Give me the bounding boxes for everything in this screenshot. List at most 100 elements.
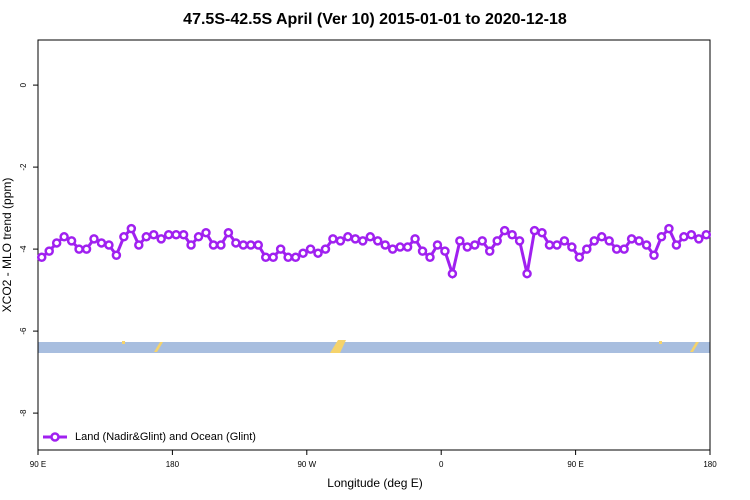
point	[51, 238, 62, 248]
point	[283, 252, 293, 263]
point	[186, 240, 196, 250]
point	[260, 252, 271, 263]
point	[529, 225, 540, 236]
y-tick-label: -4	[19, 245, 28, 253]
point	[148, 230, 159, 240]
point	[395, 242, 405, 252]
point	[111, 250, 122, 260]
point	[686, 230, 697, 240]
point	[694, 234, 704, 244]
x-tick-label: 180	[166, 460, 180, 469]
point	[589, 236, 600, 246]
point	[36, 252, 47, 263]
legend-label: Land (Nadir&Glint) and Ocean (Glint)	[75, 431, 256, 443]
point	[537, 227, 547, 238]
y-tick-label: -2	[19, 163, 28, 171]
point	[201, 227, 211, 238]
point	[611, 244, 622, 254]
point	[596, 232, 607, 242]
point	[656, 232, 667, 242]
x-tick-label: 90 E	[30, 460, 46, 469]
point	[462, 242, 473, 252]
point	[499, 225, 510, 236]
point	[372, 236, 383, 246]
point	[298, 248, 308, 258]
point	[253, 240, 264, 250]
y-tick-label: -6	[19, 327, 28, 335]
point	[223, 227, 234, 238]
x-axis-label: Longitude (deg E)	[327, 476, 422, 490]
y-axis-label: XCO2 - MLO trend (ppm)	[0, 178, 14, 313]
point	[432, 240, 443, 250]
point	[514, 236, 525, 246]
point	[582, 244, 592, 254]
point	[365, 232, 376, 242]
point	[417, 246, 428, 256]
point	[208, 240, 219, 250]
legend-point	[50, 432, 60, 442]
point	[156, 234, 166, 244]
point	[119, 232, 129, 242]
point	[126, 223, 137, 234]
point	[634, 236, 644, 246]
point	[275, 244, 286, 254]
point	[216, 240, 226, 250]
point	[664, 223, 674, 234]
point	[447, 268, 458, 279]
point	[492, 236, 502, 246]
point	[171, 230, 181, 240]
point	[134, 240, 144, 250]
point	[440, 246, 450, 256]
point	[470, 240, 480, 250]
point	[380, 240, 390, 250]
point	[66, 236, 77, 246]
point	[81, 244, 92, 254]
point	[671, 240, 682, 250]
x-tick-label: 180	[703, 460, 717, 469]
point	[477, 236, 488, 246]
chart-title: 47.5S-42.5S April (Ver 10) 2015-01-01 to…	[183, 11, 567, 28]
point	[484, 246, 495, 256]
point	[305, 244, 316, 254]
point	[544, 240, 555, 250]
point	[163, 230, 174, 240]
point	[387, 244, 398, 254]
point	[522, 268, 532, 279]
point	[626, 234, 637, 244]
point	[246, 240, 256, 250]
point	[89, 234, 99, 244]
point	[641, 240, 652, 250]
point	[507, 230, 517, 240]
point	[350, 234, 361, 244]
point	[141, 232, 152, 242]
point	[96, 238, 107, 248]
point	[701, 230, 712, 240]
point	[193, 232, 204, 242]
point	[552, 240, 562, 250]
point	[679, 232, 689, 242]
point	[619, 244, 629, 254]
y-tick-label: -8	[19, 409, 28, 417]
point	[649, 250, 659, 260]
point	[290, 252, 301, 263]
point	[320, 244, 331, 254]
point	[567, 242, 577, 252]
land-markers	[122, 340, 699, 353]
x-tick-label: 90 W	[297, 460, 316, 469]
point	[59, 232, 69, 242]
plot-frame	[37, 39, 711, 451]
point	[313, 248, 323, 258]
point	[268, 252, 278, 263]
x-tick-label: 0	[439, 460, 444, 469]
point	[455, 236, 465, 246]
surface-band	[38, 342, 710, 353]
point	[559, 236, 570, 246]
point	[238, 240, 249, 250]
y-tick-label: 0	[19, 82, 28, 87]
point	[425, 252, 435, 263]
point	[231, 238, 241, 248]
point	[358, 236, 368, 246]
point	[328, 234, 338, 244]
point	[74, 244, 84, 254]
